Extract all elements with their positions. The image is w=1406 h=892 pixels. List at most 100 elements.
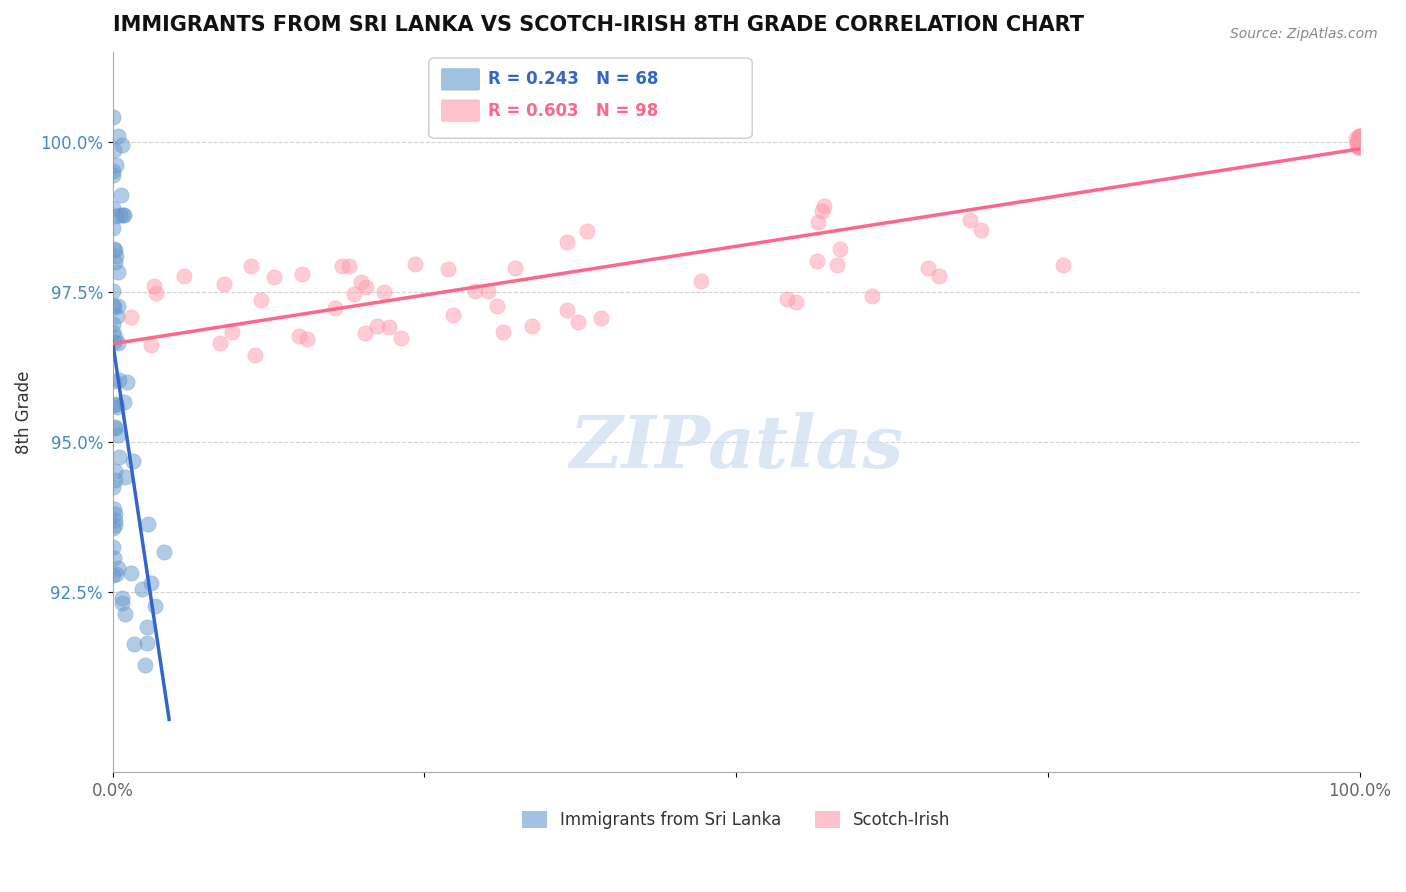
Point xyxy=(1348,129,1371,144)
Point xyxy=(101,168,124,182)
Point xyxy=(589,310,612,325)
Point xyxy=(366,318,388,333)
Point xyxy=(103,143,125,157)
Point xyxy=(567,315,589,329)
Point xyxy=(121,454,143,468)
Text: R = 0.243   N = 68: R = 0.243 N = 68 xyxy=(488,70,658,88)
Point xyxy=(221,325,243,339)
Point xyxy=(486,299,509,313)
Point xyxy=(110,591,132,606)
Point xyxy=(103,334,125,349)
Point xyxy=(811,204,834,219)
Point xyxy=(103,201,125,215)
Point xyxy=(104,420,127,434)
Point xyxy=(103,398,125,412)
Point xyxy=(249,293,271,308)
Point xyxy=(830,243,852,257)
Point xyxy=(1348,128,1371,143)
Point xyxy=(103,298,125,312)
Point xyxy=(1348,137,1371,152)
Point xyxy=(111,138,134,153)
Point xyxy=(1348,138,1371,153)
Point xyxy=(785,294,807,309)
Point xyxy=(135,620,157,634)
Point xyxy=(208,336,231,351)
Point xyxy=(807,215,830,229)
Point xyxy=(503,260,526,275)
Point xyxy=(136,636,159,650)
Point xyxy=(1348,129,1371,144)
Point xyxy=(104,421,127,435)
Point xyxy=(108,208,131,222)
Point xyxy=(115,375,138,389)
Point xyxy=(1347,137,1369,152)
Legend: Immigrants from Sri Lanka, Scotch-Irish: Immigrants from Sri Lanka, Scotch-Irish xyxy=(515,805,957,836)
Point xyxy=(1348,131,1371,145)
Point xyxy=(1348,133,1371,147)
Point xyxy=(131,582,153,596)
Point xyxy=(825,259,848,273)
Point xyxy=(1347,140,1369,154)
Point xyxy=(101,221,124,235)
Point xyxy=(330,259,353,273)
Point xyxy=(104,255,127,269)
Point xyxy=(813,199,835,213)
Point xyxy=(959,213,981,227)
Point xyxy=(104,517,127,532)
Point xyxy=(323,301,346,315)
Point xyxy=(291,267,314,281)
Point xyxy=(104,329,127,343)
Point xyxy=(776,292,799,306)
Point xyxy=(212,277,235,291)
Point xyxy=(104,464,127,478)
Point xyxy=(124,637,146,651)
Point xyxy=(103,300,125,314)
Point xyxy=(103,242,125,256)
Point xyxy=(101,567,124,582)
Point xyxy=(107,299,129,313)
Point xyxy=(373,285,395,299)
Y-axis label: 8th Grade: 8th Grade xyxy=(15,370,32,454)
Point xyxy=(103,551,125,566)
Point xyxy=(101,164,124,178)
Point xyxy=(575,224,598,238)
Point xyxy=(1348,133,1371,147)
Point xyxy=(1348,139,1371,153)
Point xyxy=(243,348,266,362)
Text: ZIPatlas: ZIPatlas xyxy=(569,412,903,483)
Point xyxy=(1347,136,1369,150)
Point xyxy=(103,502,125,516)
Point xyxy=(928,268,950,283)
Point xyxy=(288,329,311,343)
Point xyxy=(1347,134,1369,148)
Point xyxy=(349,275,371,289)
Point xyxy=(520,319,543,334)
Point xyxy=(1348,137,1371,152)
Point xyxy=(120,566,142,581)
Point xyxy=(101,521,124,535)
Point xyxy=(104,249,127,263)
Point xyxy=(404,257,426,271)
Point xyxy=(1052,259,1074,273)
Point xyxy=(145,285,167,300)
Point xyxy=(101,317,124,331)
Point xyxy=(108,373,131,387)
Point xyxy=(1348,130,1371,145)
Point xyxy=(114,208,136,222)
Point xyxy=(101,540,124,554)
Point xyxy=(1348,131,1371,145)
Point xyxy=(1346,131,1368,145)
Point xyxy=(103,480,125,494)
Point xyxy=(120,310,142,324)
Point xyxy=(107,428,129,442)
Point xyxy=(153,545,176,559)
Point xyxy=(141,337,163,351)
Point xyxy=(1348,132,1371,146)
Point xyxy=(105,309,128,323)
Point xyxy=(555,235,578,249)
Point xyxy=(101,325,124,339)
Point xyxy=(343,286,366,301)
Point xyxy=(107,561,129,575)
Point xyxy=(107,129,129,144)
Point xyxy=(103,110,125,124)
